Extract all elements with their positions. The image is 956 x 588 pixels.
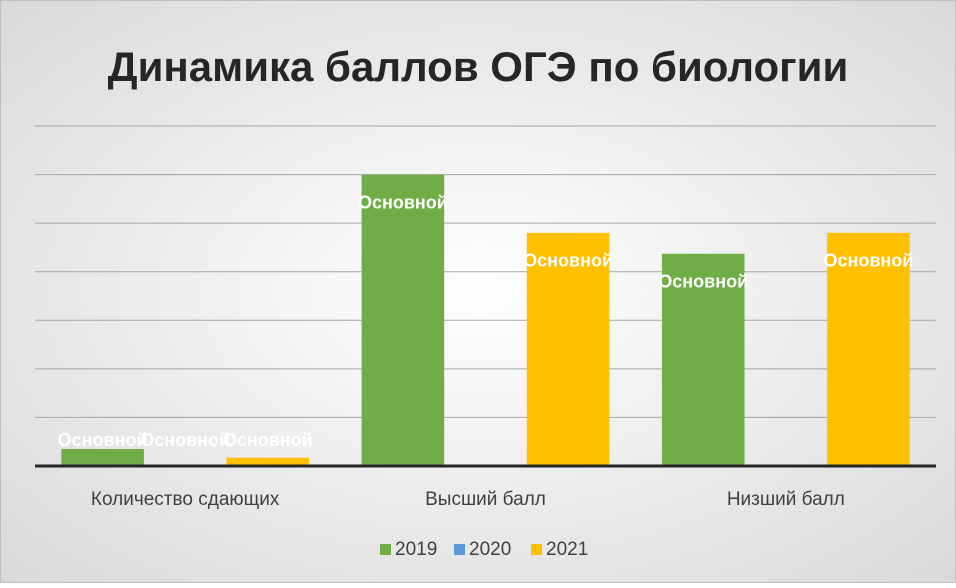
bar bbox=[661, 253, 745, 466]
bar bbox=[526, 232, 610, 466]
x-tick-label: Количество сдающих bbox=[91, 489, 280, 510]
legend-swatch bbox=[454, 544, 465, 555]
data-label: Основной bbox=[523, 251, 613, 271]
legend-label: 2020 bbox=[469, 539, 511, 560]
data-label: Основной bbox=[140, 430, 230, 450]
legend-swatch bbox=[531, 544, 542, 555]
legend-label: 2021 bbox=[546, 539, 588, 560]
x-tick-label: Низший балл bbox=[727, 489, 845, 510]
bar bbox=[361, 174, 445, 467]
legend-label: 2019 bbox=[395, 539, 437, 560]
bar bbox=[61, 449, 144, 466]
data-label: Основной bbox=[223, 430, 313, 450]
data-label: Основной bbox=[358, 192, 448, 212]
data-label: Основной bbox=[823, 251, 913, 271]
bar bbox=[827, 232, 910, 466]
bar bbox=[226, 457, 310, 466]
data-label: Основной bbox=[658, 271, 748, 291]
chart-title: Динамика баллов ОГЭ по биологии bbox=[108, 43, 849, 90]
data-label: Основной bbox=[58, 430, 148, 450]
legend-swatch bbox=[380, 544, 391, 555]
x-tick-label: Высший балл bbox=[425, 489, 546, 510]
